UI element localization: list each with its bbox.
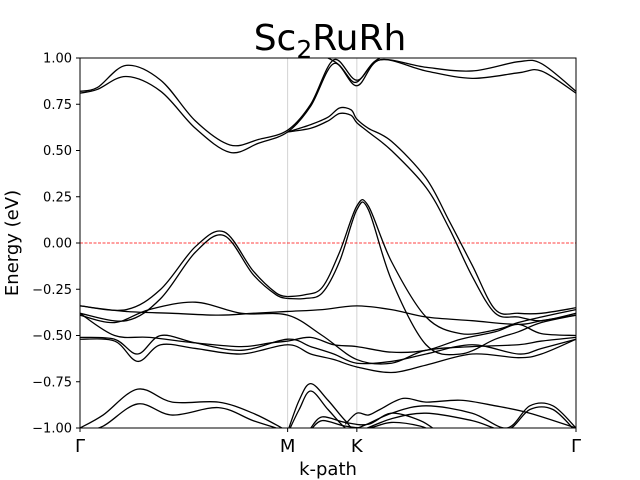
band-line [80, 301, 576, 365]
y-axis-ticks: 1.00 0.75 0.50 0.25 0.00 −0.25 −0.50 −0.75 −1.00 [32, 52, 80, 437]
band-line [80, 388, 284, 428]
y-tick-label: −0.25 [32, 283, 72, 298]
band-line [287, 201, 576, 356]
x-tick-label: Γ [571, 436, 581, 457]
y-tick-label: 0.50 [43, 144, 72, 159]
y-axis-label: Energy (eV) [2, 190, 23, 296]
band-line [80, 334, 576, 365]
y-tick-label: −0.75 [32, 375, 72, 390]
x-axis-label: k-path [299, 459, 357, 480]
band-line [80, 230, 288, 311]
x-tick-label: Γ [75, 436, 85, 457]
y-tick-label: 0.25 [43, 190, 72, 205]
x-tick-label: K [351, 436, 364, 457]
band-line [80, 338, 576, 374]
chart-title: Sc2RuRh [254, 18, 407, 64]
band-line [96, 403, 279, 428]
band-line [80, 58, 576, 154]
band-line [289, 390, 574, 428]
band-line [344, 397, 576, 428]
band-line [80, 234, 288, 322]
y-tick-label: −1.00 [32, 422, 72, 437]
band-lines [80, 58, 576, 428]
band-line [80, 312, 576, 354]
y-tick-label: 0.75 [43, 98, 72, 113]
band-line [80, 58, 576, 147]
band-line [311, 419, 428, 428]
band-line [310, 412, 434, 428]
band-line [287, 199, 576, 335]
band-line [288, 382, 576, 428]
y-tick-label: 0.00 [43, 237, 72, 252]
y-tick-label: −0.50 [32, 329, 72, 344]
y-tick-label: 1.00 [43, 52, 72, 67]
band-line [287, 112, 576, 322]
plot-area [80, 58, 576, 428]
x-tick-label: M [280, 436, 296, 457]
band-line [287, 106, 576, 315]
